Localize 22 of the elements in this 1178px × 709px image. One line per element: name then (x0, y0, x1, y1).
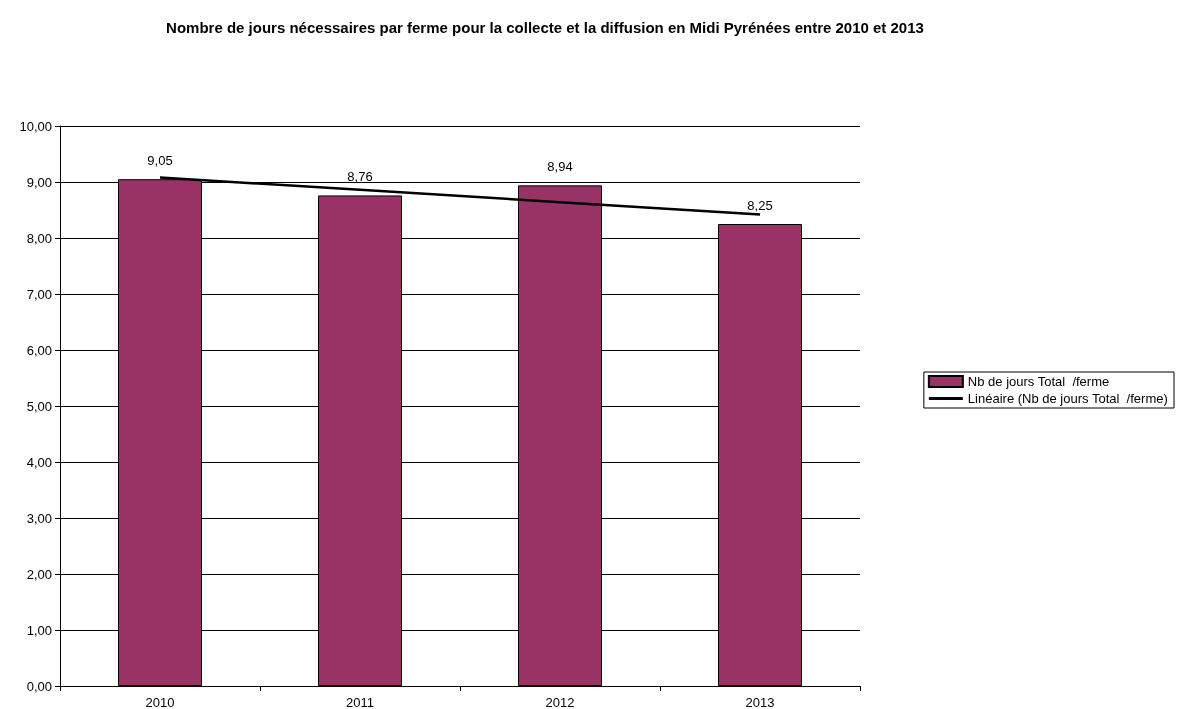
y-tick-label: 0,00 (26, 678, 52, 694)
y-tick-label: 4,00 (26, 454, 52, 470)
y-tick-label: 7,00 (26, 286, 52, 302)
data-label: 8,25 (747, 198, 773, 213)
data-label: 8,76 (347, 169, 373, 185)
y-tick-label: 8,00 (26, 230, 52, 246)
y-tick-label: 3,00 (26, 510, 52, 526)
y-tick-label: 6,00 (26, 342, 52, 358)
y-tick-label: 1,00 (26, 622, 52, 638)
y-tick-label: 9,00 (26, 174, 52, 190)
y-tick-label: 5,00 (26, 398, 52, 414)
y-tick-label: 2,00 (26, 566, 52, 582)
chart-title: Nombre de jours nécessaires par ferme pour la collecte et la diffusion en Midi Pyrénées entre 2010 et 2013 (166, 19, 924, 36)
x-tick-label: 2012 (545, 695, 575, 709)
legend-label: Linéaire (Nb de jours Total /ferme) (967, 391, 1168, 406)
x-tick-label: 2010 (145, 695, 175, 709)
data-label: 8,94 (547, 159, 573, 175)
data-label: 9,05 (147, 153, 173, 169)
legend-label: Nb de jours Total /ferme (967, 374, 1110, 389)
y-tick-label: 10,00 (19, 118, 52, 134)
x-tick-label: 2013 (745, 695, 775, 709)
x-tick-label: 2011 (346, 695, 374, 709)
